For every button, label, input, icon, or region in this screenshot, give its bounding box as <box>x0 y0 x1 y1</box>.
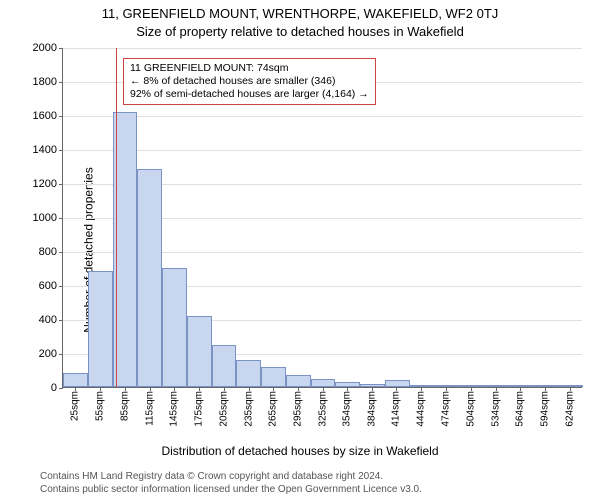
ytick-label: 400 <box>39 314 57 326</box>
ytick-mark <box>59 150 63 151</box>
histogram-bar <box>212 345 237 388</box>
ytick-mark <box>59 388 63 389</box>
ytick-mark <box>59 354 63 355</box>
ytick-label: 0 <box>51 382 57 394</box>
histogram-bar <box>162 268 187 387</box>
xtick-label: 25sqm <box>70 391 81 421</box>
xtick-label: 205sqm <box>218 391 229 427</box>
plot-area: 020040060080010001200140016001800200025s… <box>62 48 582 388</box>
x-axis-label: Distribution of detached houses by size … <box>0 444 600 458</box>
ytick-label: 1000 <box>33 212 57 224</box>
xtick-label: 265sqm <box>268 391 279 427</box>
chart-container: 11, GREENFIELD MOUNT, WRENTHORPE, WAKEFI… <box>0 0 600 500</box>
ytick-mark <box>59 218 63 219</box>
annotation-box: 11 GREENFIELD MOUNT: 74sqm ← 8% of detac… <box>123 58 376 105</box>
ytick-label: 1600 <box>33 110 57 122</box>
histogram-bar <box>311 379 336 388</box>
ytick-mark <box>59 48 63 49</box>
xtick-label: 444sqm <box>416 391 427 427</box>
xtick-label: 564sqm <box>515 391 526 427</box>
ytick-label: 1800 <box>33 76 57 88</box>
ytick-mark <box>59 320 63 321</box>
ytick-label: 800 <box>39 246 57 258</box>
xtick-label: 534sqm <box>490 391 501 427</box>
histogram-bar <box>261 367 286 387</box>
ytick-mark <box>59 286 63 287</box>
histogram-bar <box>137 169 162 387</box>
xtick-label: 55sqm <box>95 391 106 421</box>
xtick-label: 85sqm <box>119 391 130 421</box>
annotation-line-1: 11 GREENFIELD MOUNT: 74sqm <box>130 62 369 75</box>
histogram-bar <box>236 360 261 387</box>
ytick-mark <box>59 116 63 117</box>
page-title-1: 11, GREENFIELD MOUNT, WRENTHORPE, WAKEFI… <box>0 6 600 21</box>
gridline <box>63 150 582 151</box>
ytick-label: 200 <box>39 348 57 360</box>
reference-line <box>116 48 117 387</box>
ytick-label: 1400 <box>33 144 57 156</box>
gridline <box>63 116 582 117</box>
ytick-label: 600 <box>39 280 57 292</box>
xtick-label: 295sqm <box>293 391 304 427</box>
xtick-label: 145sqm <box>169 391 180 427</box>
xtick-label: 354sqm <box>341 391 352 427</box>
xtick-label: 474sqm <box>440 391 451 427</box>
xtick-label: 384sqm <box>366 391 377 427</box>
histogram-bar <box>187 316 212 387</box>
xtick-label: 115sqm <box>144 391 155 426</box>
annotation-line-2: ← 8% of detached houses are smaller (346… <box>130 75 369 88</box>
xtick-label: 504sqm <box>465 391 476 427</box>
histogram-bar <box>385 380 410 387</box>
ytick-label: 2000 <box>33 42 57 54</box>
xtick-label: 325sqm <box>318 391 329 427</box>
xtick-label: 235sqm <box>243 391 254 427</box>
xtick-label: 414sqm <box>391 391 402 427</box>
xtick-label: 594sqm <box>540 391 551 427</box>
histogram-bar <box>63 373 88 387</box>
histogram-bar <box>88 271 113 387</box>
footer: Contains HM Land Registry data © Crown c… <box>40 471 422 496</box>
ytick-label: 1200 <box>33 178 57 190</box>
xtick-label: 624sqm <box>564 391 575 427</box>
ytick-mark <box>59 82 63 83</box>
footer-line-2: Contains public sector information licen… <box>40 484 422 497</box>
histogram-bar <box>286 375 311 387</box>
ytick-mark <box>59 184 63 185</box>
ytick-mark <box>59 252 63 253</box>
annotation-line-3: 92% of semi-detached houses are larger (… <box>130 88 369 101</box>
xtick-label: 175sqm <box>194 391 205 427</box>
gridline <box>63 48 582 49</box>
page-title-2: Size of property relative to detached ho… <box>0 24 600 39</box>
footer-line-1: Contains HM Land Registry data © Crown c… <box>40 471 422 484</box>
